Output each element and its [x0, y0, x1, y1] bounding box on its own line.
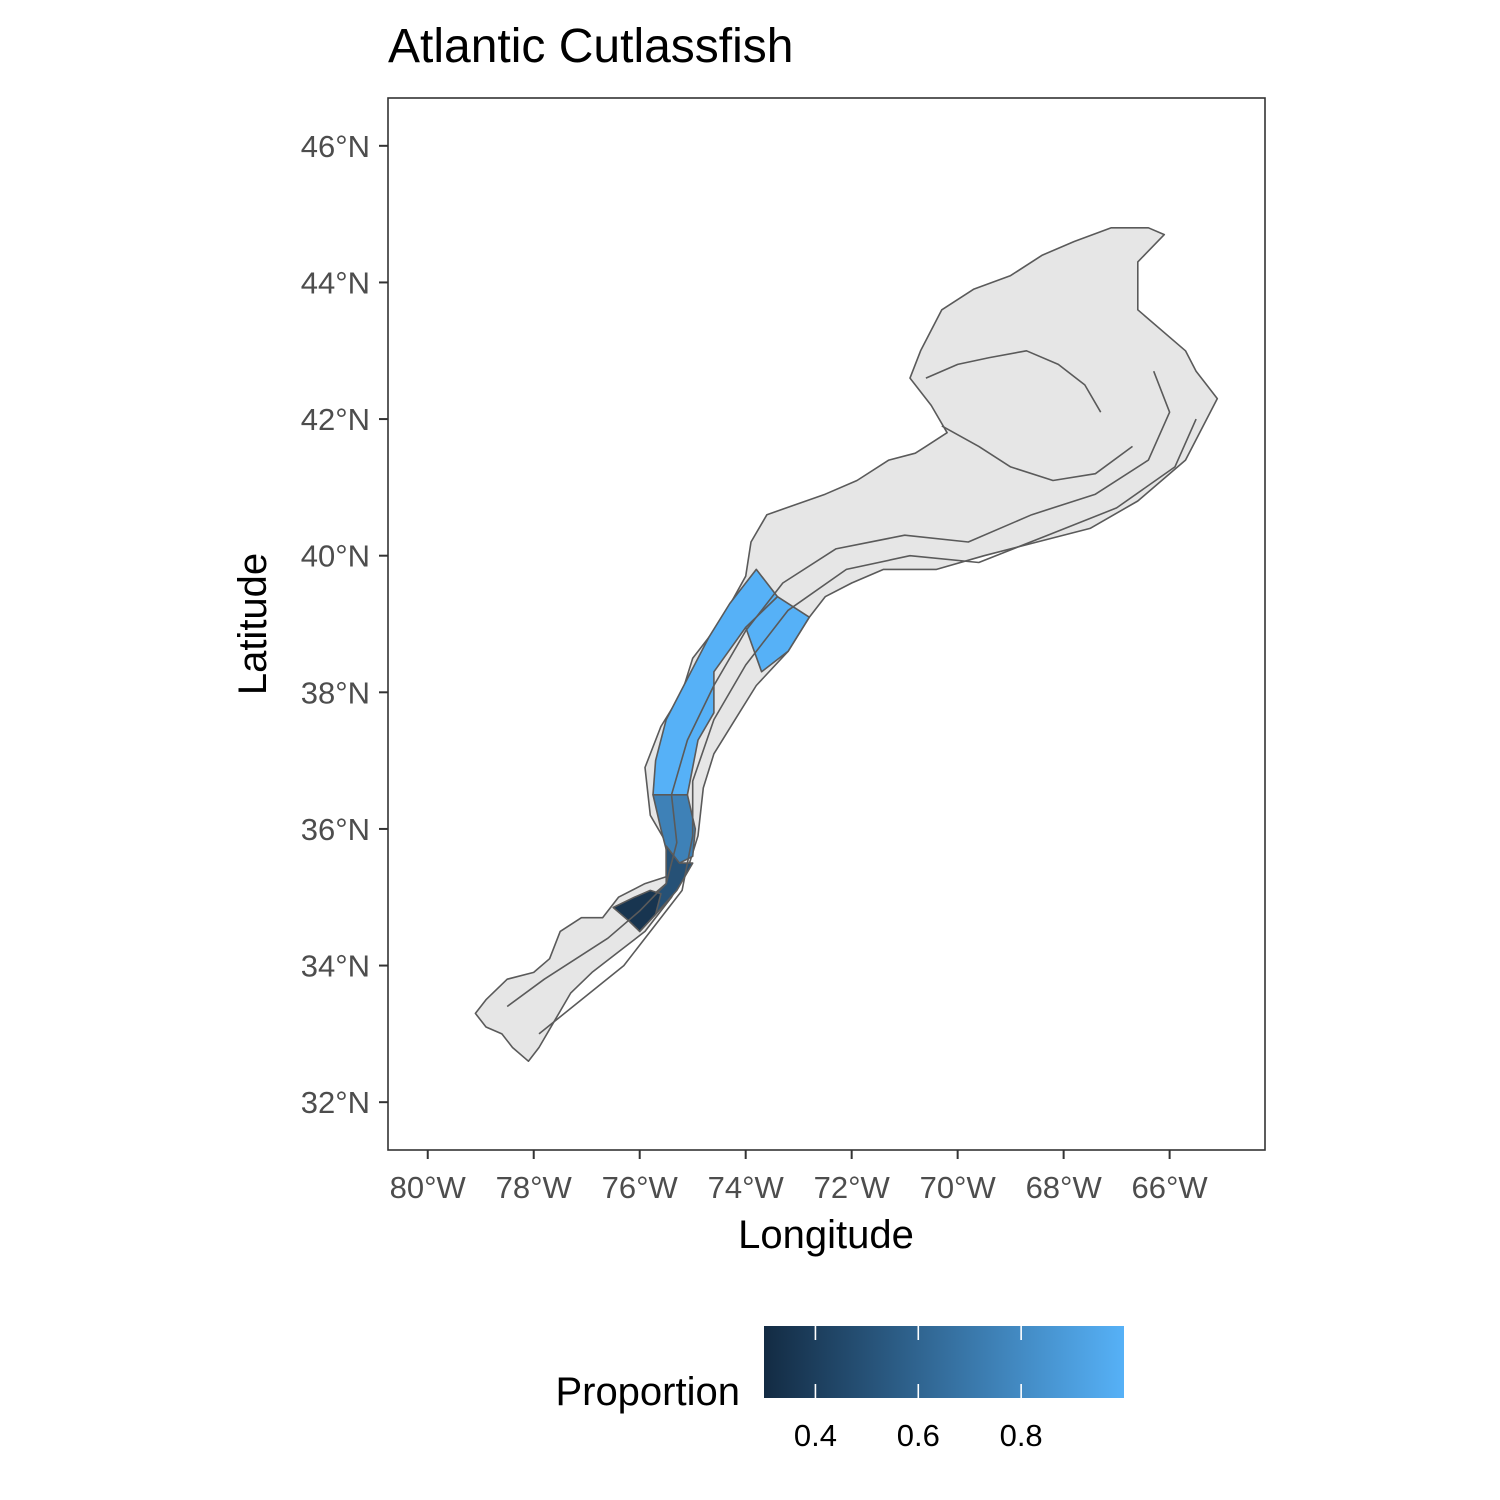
x-tick-label: 72°W: [814, 1170, 891, 1205]
x-tick-label: 66°W: [1132, 1170, 1209, 1205]
map-layer: [474, 227, 1219, 1062]
legend-ticks: 0.4 0.6 0.8: [794, 1326, 1043, 1453]
y-tick-label: 36°N: [301, 812, 370, 847]
depth-contour-1: [506, 370, 1171, 1008]
y-tick-label: 44°N: [301, 265, 370, 300]
x-tick-label: 76°W: [602, 1170, 679, 1205]
stratum-2: [744, 595, 811, 673]
y-axis-title: Latitude: [231, 553, 275, 695]
y-tick-label: 46°N: [301, 129, 370, 164]
y-tick-label: 32°N: [301, 1085, 370, 1120]
depth-contour-3: [925, 349, 1102, 413]
y-tick-label: 42°N: [301, 402, 370, 437]
depth-contour-4: [941, 425, 1133, 482]
y-tick-label: 40°N: [301, 539, 370, 574]
x-tick-label: 68°W: [1026, 1170, 1103, 1205]
y-tick-label: 34°N: [301, 949, 370, 984]
plot-panel-border: [387, 97, 1266, 1151]
legend: Proportion 0.4 0.6 0.8: [555, 1326, 1124, 1453]
legend-colorbar: [764, 1326, 1124, 1398]
x-axis-title: Longitude: [738, 1213, 914, 1257]
legend-tick-label: 0.8: [1000, 1418, 1043, 1453]
x-tick-label: 74°W: [708, 1170, 785, 1205]
x-tick-label: 80°W: [390, 1170, 467, 1205]
x-tick-label: 70°W: [920, 1170, 997, 1205]
y-axis: 32°N 34°N 36°N 38°N 40°N 42°N 44°N 46°N: [301, 129, 388, 1120]
x-axis: 80°W 78°W 76°W 74°W 72°W 70°W 68°W 66°W: [390, 1150, 1209, 1205]
depth-contour-2: [538, 418, 1197, 1035]
legend-tick-label: 0.4: [794, 1418, 837, 1453]
x-tick-label: 78°W: [496, 1170, 573, 1205]
y-tick-label: 38°N: [301, 675, 370, 710]
legend-title: Proportion: [555, 1370, 740, 1414]
legend-tick-label: 0.6: [897, 1418, 940, 1453]
chart-title: Atlantic Cutlassfish: [388, 20, 794, 73]
stratum-3: [652, 793, 697, 864]
